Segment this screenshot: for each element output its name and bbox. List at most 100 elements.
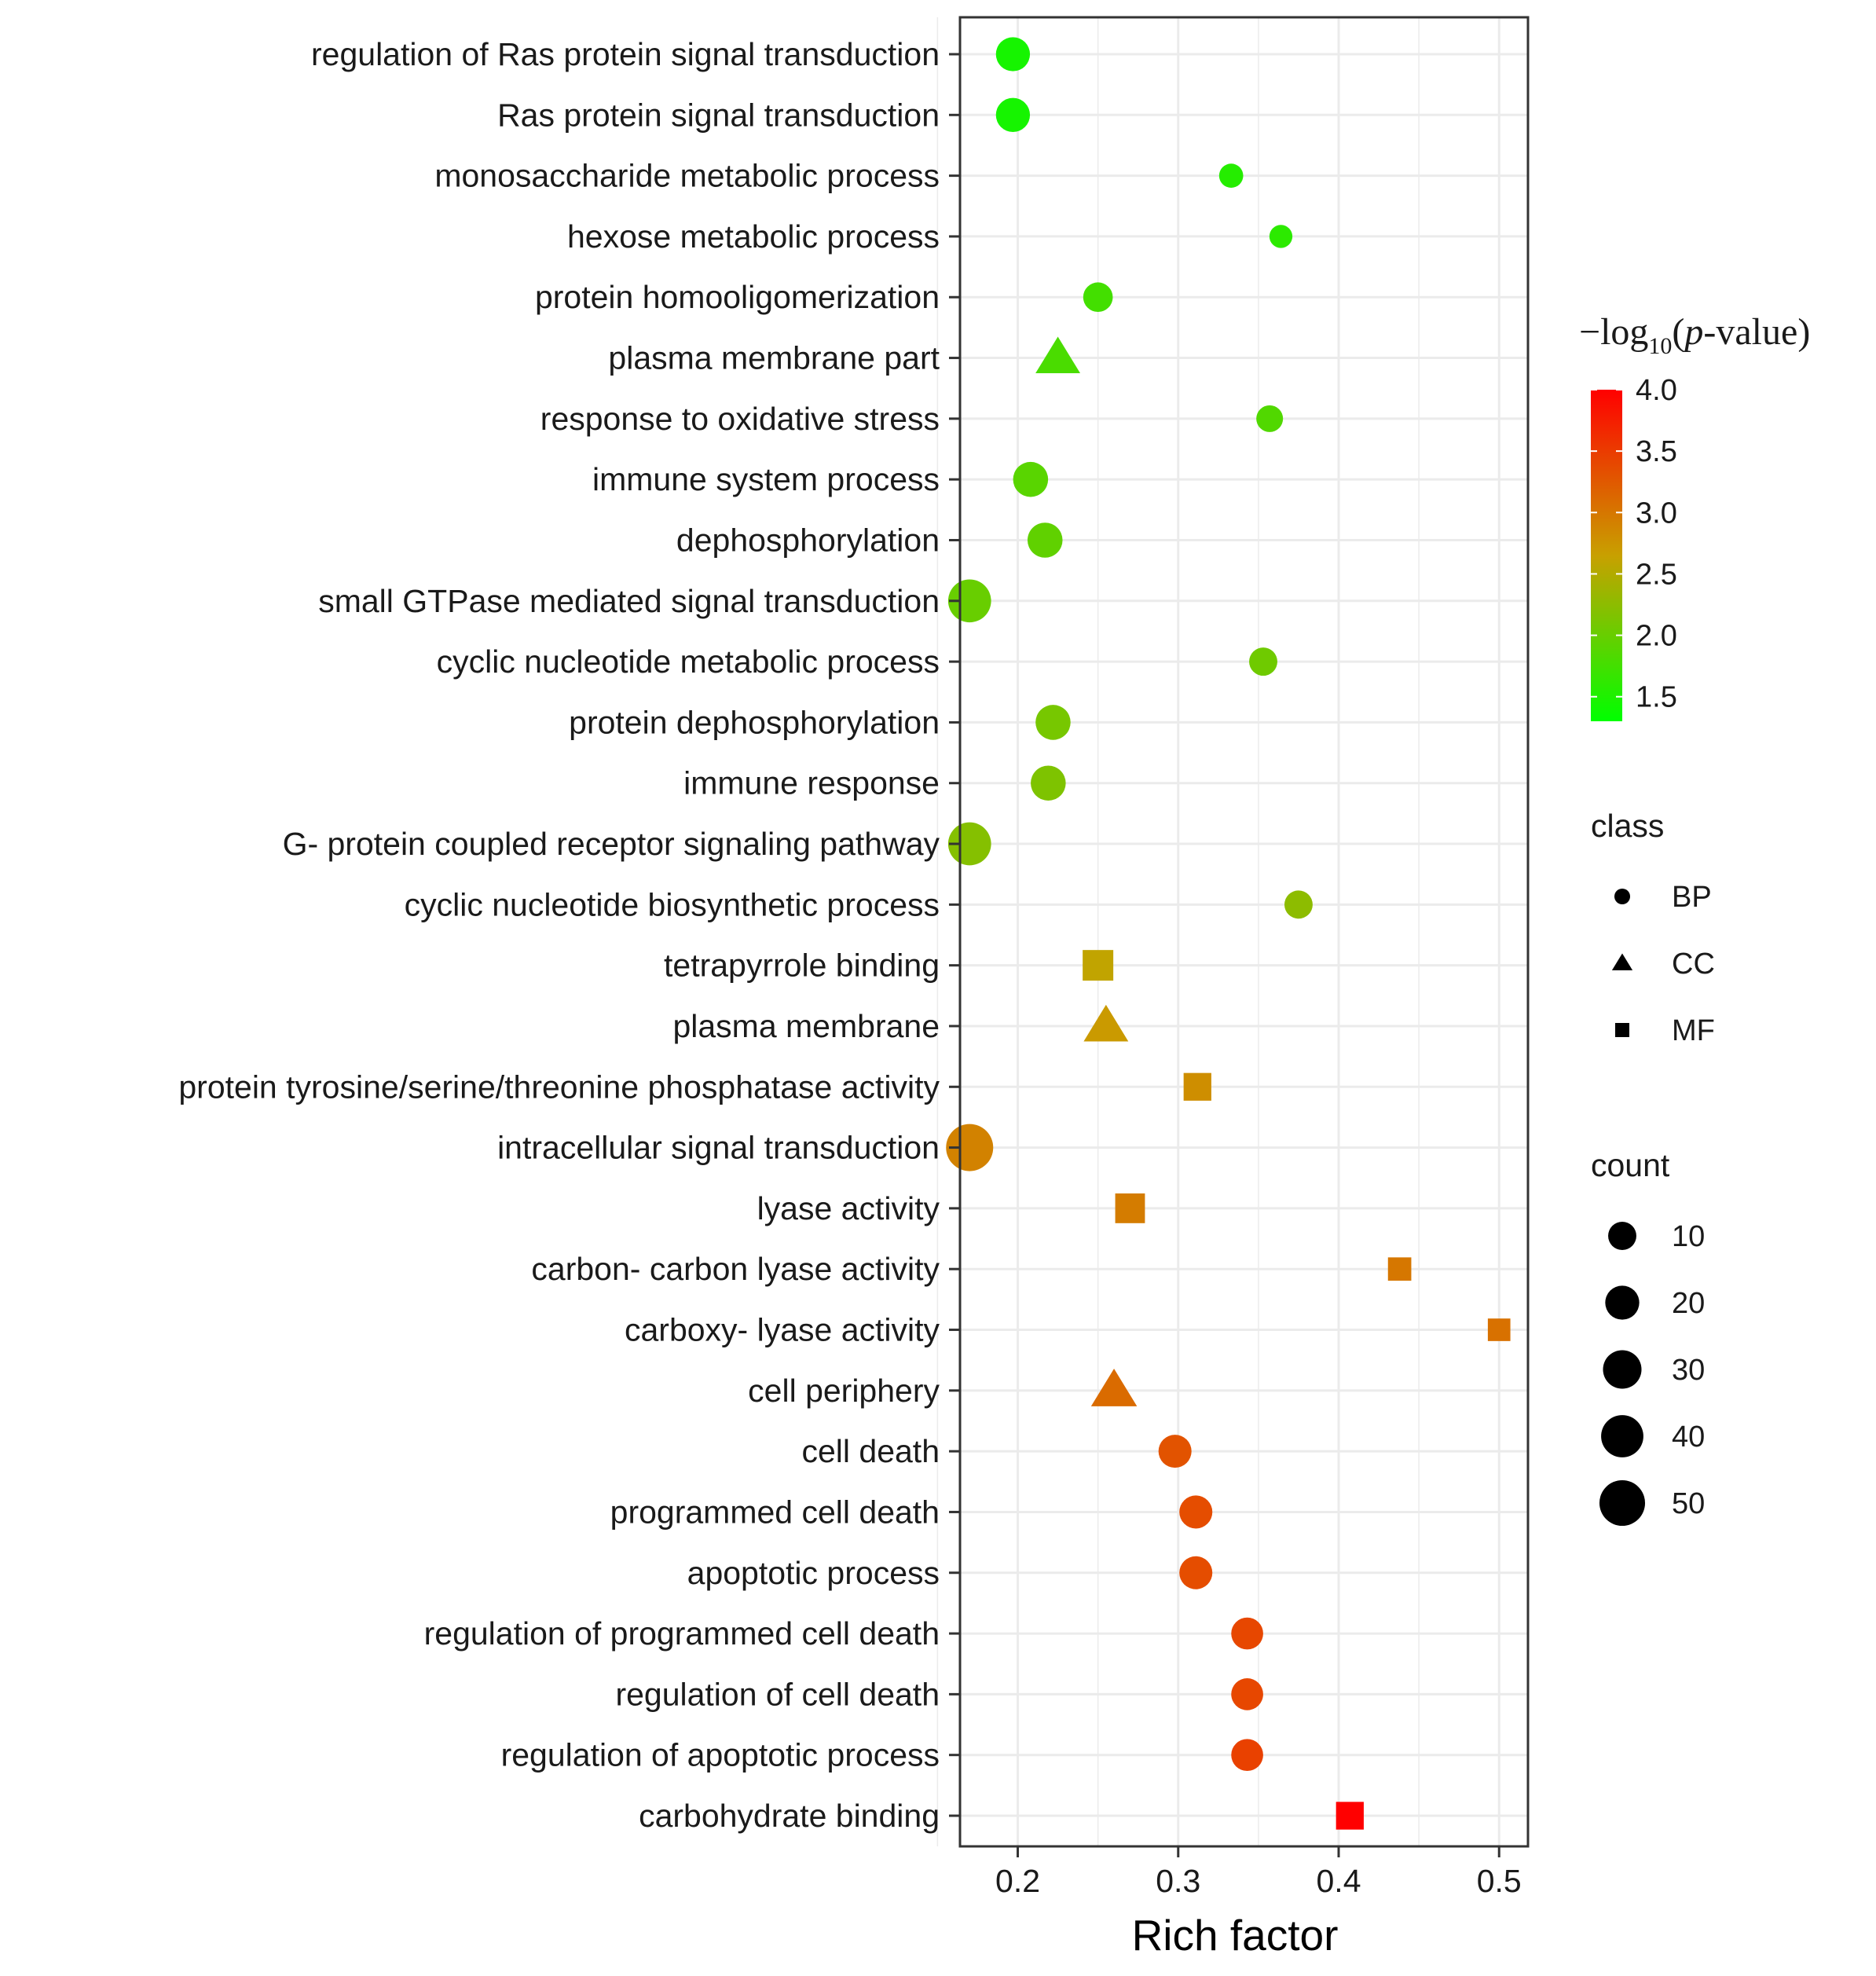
y-tick-label: regulation of Ras protein signal transdu… [311, 36, 940, 72]
x-tick-label: 0.3 [1156, 1863, 1200, 1899]
point-mf [1115, 1193, 1145, 1223]
y-tick-label: lyase activity [757, 1190, 940, 1226]
y-tick-label: cyclic nucleotide biosynthetic process [405, 886, 940, 922]
y-tick-label: plasma membrane [672, 1008, 940, 1044]
legend-size-label: 10 [1672, 1220, 1705, 1253]
y-tick-label: monosaccharide metabolic process [434, 158, 940, 194]
y-tick-label: plasma membrane part [608, 340, 940, 376]
y-tick-label: protein dephosphorylation [569, 704, 940, 740]
y-axis: regulation of Ras protein signal transdu… [178, 36, 960, 1834]
point-bp [1269, 225, 1293, 248]
y-tick-label: Ras protein signal transduction [497, 97, 940, 133]
point-bp [1256, 405, 1284, 432]
point-bp [1158, 1435, 1192, 1468]
color-tick-label: 2.0 [1636, 620, 1677, 653]
panel-background [960, 17, 1528, 1846]
x-tick-label: 0.4 [1317, 1863, 1361, 1899]
legend-size-circle [1599, 1479, 1646, 1527]
y-tick-label: carboxy- lyase activity [625, 1312, 940, 1348]
y-tick-label: cell death [801, 1433, 940, 1469]
x-axis-title: Rich factor [1132, 1911, 1339, 1960]
legend-square-symbol [1615, 1023, 1629, 1037]
point-mf [1336, 1802, 1364, 1830]
y-tick-label: carbohydrate binding [639, 1798, 940, 1834]
point-mf [1183, 1072, 1211, 1101]
y-tick-label: programmed cell death [610, 1494, 940, 1530]
legend-size-circle [1601, 1415, 1643, 1457]
y-tick-label: carbon- carbon lyase activity [531, 1251, 940, 1287]
legend-triangle-symbol [1611, 953, 1633, 970]
point-bp [1179, 1495, 1213, 1529]
y-tick-label: small GTPase mediated signal transductio… [318, 583, 940, 619]
point-bp [1031, 765, 1066, 801]
point-mf [1487, 1318, 1511, 1341]
data-points [946, 37, 1511, 1830]
legend-size-label: 30 [1672, 1354, 1705, 1387]
color-tick-label: 3.5 [1636, 435, 1677, 468]
y-tick-label: hexose metabolic process [567, 218, 940, 255]
y-tick-label: intracellular signal transduction [497, 1130, 940, 1166]
point-mf [1387, 1257, 1412, 1281]
x-tick-label: 0.5 [1477, 1863, 1522, 1899]
y-tick-label: cell periphery [748, 1373, 940, 1409]
point-bp [995, 97, 1031, 132]
point-cc [1090, 1368, 1138, 1406]
grid-lines [936, 17, 1528, 1846]
y-tick-label: cyclic nucleotide metabolic process [437, 643, 940, 680]
legend-size-label: 50 [1672, 1487, 1705, 1520]
point-bp [1083, 282, 1113, 313]
x-tick-label: 0.2 [995, 1863, 1040, 1899]
color-tick-label: 4.0 [1636, 374, 1677, 407]
point-bp [1179, 1556, 1213, 1589]
legend-circle-symbol [1614, 889, 1630, 904]
point-bp [1035, 705, 1071, 740]
y-tick-label: protein tyrosine/serine/threonine phosph… [178, 1069, 940, 1105]
legend-size-circle [1608, 1222, 1636, 1250]
count-legend: count 10 20 30 40 50 [1591, 1147, 1705, 1527]
point-bp [1231, 1617, 1263, 1650]
plot-panel [960, 17, 1528, 1846]
color-bar [1591, 390, 1622, 721]
legend-size-label: 20 [1672, 1287, 1705, 1320]
y-tick-label: regulation of programmed cell death [424, 1615, 940, 1652]
legend-label: BP [1672, 881, 1712, 914]
point-cc [1035, 336, 1081, 374]
legend-size-label: 40 [1672, 1421, 1705, 1454]
color-tick-label: 2.5 [1636, 558, 1677, 591]
y-tick-label: regulation of apoptotic process [501, 1737, 940, 1773]
point-bp [995, 37, 1031, 71]
color-legend: −log10(p-value) 4.0 3.5 3.0 2.5 2.0 1.5 [1579, 311, 1810, 721]
point-bp [1231, 1739, 1263, 1772]
point-bp [1249, 647, 1277, 676]
legend-label: CC [1672, 948, 1715, 981]
legend-size-circle [1605, 1285, 1640, 1320]
legend-size-circle [1603, 1350, 1642, 1389]
point-bp [946, 1124, 994, 1171]
y-tick-label: tetrapyrrole binding [664, 948, 940, 984]
point-bp [1013, 461, 1049, 497]
class-legend: class BP CC MF [1591, 808, 1715, 1047]
y-tick-label: response to oxidative stress [540, 401, 940, 437]
color-legend-title: −log10(p-value) [1579, 311, 1810, 359]
point-bp [1284, 890, 1313, 919]
x-axis: 0.2 0.3 0.4 0.5 [995, 1846, 1522, 1899]
count-legend-title: count [1591, 1147, 1670, 1183]
point-cc [1083, 1004, 1129, 1042]
class-legend-title: class [1591, 808, 1664, 844]
point-bp [1218, 163, 1244, 188]
y-tick-label: apoptotic process [687, 1555, 940, 1591]
y-tick-label: protein homooligomerization [535, 279, 940, 315]
color-tick-label: 1.5 [1636, 681, 1677, 714]
y-tick-label: G- protein coupled receptor signaling pa… [283, 826, 940, 862]
y-tick-label: immune system process [592, 461, 940, 497]
legend-label: MF [1672, 1014, 1715, 1047]
panel-border [958, 16, 1530, 1848]
y-tick-label: dephosphorylation [676, 522, 940, 558]
color-tick-label: 3.0 [1636, 497, 1677, 530]
point-bp [1231, 1678, 1263, 1710]
point-bp [1027, 522, 1063, 558]
y-tick-label: immune response [683, 765, 940, 801]
y-tick-label: regulation of cell death [615, 1676, 940, 1712]
point-mf [1083, 950, 1114, 981]
